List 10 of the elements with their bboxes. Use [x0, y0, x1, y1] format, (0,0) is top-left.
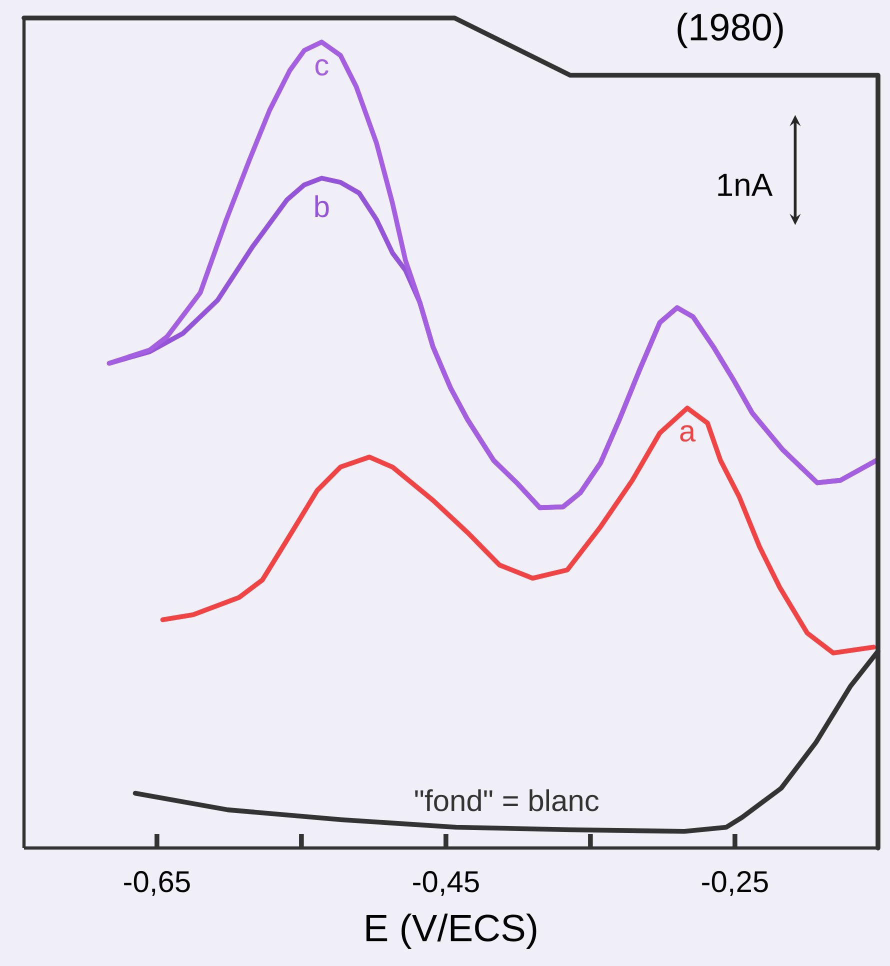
x-tick-label: -0,65 — [124, 871, 190, 896]
x-tick-label: -0,45 — [413, 871, 479, 896]
series-label: c — [315, 59, 328, 76]
x-tick-label: -0,25 — [702, 871, 768, 896]
series-label: b — [315, 195, 329, 218]
series-label: a — [680, 425, 696, 442]
annotation: 1nA — [718, 174, 773, 196]
x-axis-title: E (V/ECS) — [366, 914, 536, 949]
series-label: "fond" = blanc — [415, 789, 599, 812]
chart-title: (1980) — [678, 12, 783, 48]
